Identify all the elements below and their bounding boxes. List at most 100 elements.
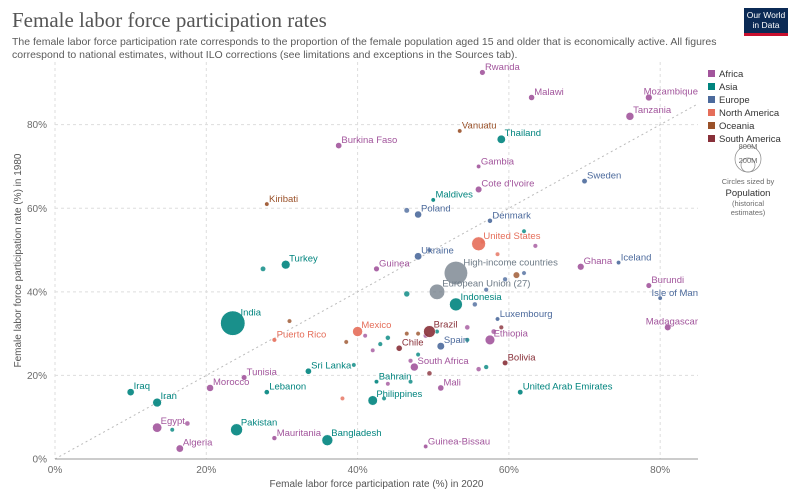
point-mali (437, 384, 445, 392)
point-guinea-bissau (423, 444, 429, 449)
scatter-point (340, 396, 345, 401)
label-iraq: Iraq (134, 381, 150, 392)
label-tunisia: Tunisia (247, 367, 278, 378)
scatter-point (427, 247, 432, 253)
label-united-arab-emirates: United Arab Emirates (523, 382, 613, 393)
scatter-point (370, 347, 376, 353)
point-spain (436, 342, 445, 351)
point-european-union-27 (429, 283, 445, 300)
point-morocco (206, 384, 214, 392)
owid-logo[interactable]: Our World in Data (744, 8, 788, 36)
label-ukraine: Ukraine (421, 245, 454, 256)
point-isle-of-man (657, 295, 663, 301)
point-turkey (281, 260, 291, 270)
label-malawi: Malawi (534, 87, 564, 98)
scatter-point (362, 333, 368, 339)
scatter-point (495, 251, 500, 257)
point-burkina-faso (335, 142, 343, 149)
point-india (220, 310, 246, 336)
x-axis-title: Female labor force participation rate (%… (270, 479, 484, 490)
point-guinea (373, 265, 380, 272)
point-ukraine (414, 252, 423, 261)
size-legend-note-1: Circles sized by (722, 177, 775, 186)
point-pakistan (230, 423, 243, 436)
size-legend-big-label: 800M (739, 142, 758, 151)
label-madagascar: Madagascar (646, 317, 698, 328)
point-south-africa (410, 362, 419, 372)
label-united-states: United States (483, 231, 540, 242)
size-legend-note-2: Population (726, 188, 771, 199)
scatter-point (475, 366, 482, 372)
point-united-states (471, 236, 486, 251)
x-tick-label: 60% (499, 465, 519, 476)
label-sri-lanka: Sri Lanka (311, 361, 352, 372)
point-burundi (645, 282, 652, 289)
point-iceland (616, 260, 622, 266)
label-india: India (240, 307, 261, 318)
y-tick-label: 60% (27, 204, 47, 215)
label-egypt: Egypt (161, 416, 186, 427)
label-indonesia: Indonesia (460, 292, 502, 303)
label-mali: Mali (443, 377, 460, 388)
label-ghana: Ghana (584, 256, 613, 267)
scatter-point (483, 287, 489, 293)
axis-layer: 0% 20% 40% 60% 80% 0% 20% 40% 60% 80% Female labor… (13, 120, 698, 490)
label-philippines: Philippines (376, 389, 422, 400)
scatter-point (404, 331, 410, 337)
y-tick-label: 20% (27, 371, 47, 382)
point-puerto-rico (271, 337, 277, 343)
label-bangladesh: Bangladesh (331, 428, 381, 439)
legend-swatch-asia (708, 83, 715, 90)
label-spain: Spain (444, 335, 468, 346)
label-high-income-countries: High-income countries (463, 258, 558, 269)
label-kiribati: Kiribati (269, 194, 298, 205)
point-bangladesh (321, 434, 333, 446)
label-iceland: Iceland (621, 252, 652, 263)
label-denmark: Denmark (492, 210, 531, 221)
label-mexico: Mexico (361, 320, 391, 331)
label-puerto-rico: Puerto Rico (277, 330, 327, 341)
point-mozambique (645, 93, 653, 102)
point-ethiopia (484, 334, 496, 345)
x-tick-label: 40% (348, 465, 368, 476)
label-thailand: Thailand (505, 128, 541, 139)
scatter-point (415, 331, 421, 337)
label-morocco: Morocco (213, 377, 249, 388)
point-egypt (152, 422, 163, 433)
y-tick-label: 40% (27, 287, 47, 298)
label-ethiopia: Ethiopia (494, 328, 529, 339)
label-mozambique: Mozambique (644, 87, 698, 98)
scatter-point (490, 328, 497, 335)
point-mauritania (271, 435, 278, 441)
legend-swatch-oceania (708, 122, 715, 129)
scatter-point (513, 271, 520, 279)
point-vanuatu (457, 128, 463, 134)
label-european-union-27: European Union (27) (442, 279, 530, 290)
y-tick-label: 80% (27, 120, 47, 131)
scatter-point (184, 420, 191, 427)
scatter-point (415, 352, 421, 357)
point-kiribati (264, 201, 270, 207)
label-sweden: Sweden (587, 171, 621, 182)
scatter-point (385, 335, 391, 341)
legend-swatch-south-america (708, 135, 715, 142)
scatter-point (521, 270, 527, 276)
point-high-income-countries (444, 261, 468, 285)
point-algeria (175, 444, 184, 453)
size-legend-note-3: (historical (732, 199, 764, 208)
x-tick-label: 0% (48, 465, 63, 476)
label-chile: Chile (402, 338, 424, 349)
scatter-point (532, 243, 538, 249)
size-legend-small-circle (740, 157, 756, 173)
scatter-point (385, 381, 391, 387)
point-poland (414, 210, 422, 219)
scatter-point (351, 362, 357, 368)
point-bahrain (374, 379, 379, 385)
label-lebanon: Lebanon (269, 382, 306, 393)
scatter-point (521, 228, 527, 234)
scatter-point (287, 318, 292, 324)
scatter-point (408, 379, 413, 385)
y-axis-title: Female labor force participation rate (%… (13, 153, 24, 367)
size-legend-note-4: estimates) (731, 208, 766, 217)
